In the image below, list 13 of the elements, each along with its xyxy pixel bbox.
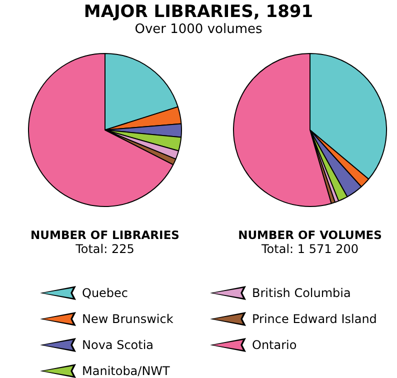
slice-label: NUMBER OF LIBRARIES (30, 228, 180, 242)
legend-label: British Columbia (252, 286, 351, 300)
text: Total: 1 571 200 (260, 242, 360, 256)
legend-label: Nova Scotia (82, 338, 154, 352)
text: Total: 225 (74, 242, 136, 256)
legend-label: Ontario (252, 338, 297, 352)
slice-label: NUMBER OF VOLUMES (237, 228, 383, 242)
chart-title: MAJOR LIBRARIES, 1891 (82, 2, 314, 22)
chart-subtitle: Over 1000 volumes (134, 22, 264, 37)
legend-label: Manitoba/NWT (82, 364, 170, 378)
legend-label: Prince Edward Island (252, 312, 377, 326)
legend-label: Quebec (82, 286, 128, 300)
legend-label: New Brunswick (82, 312, 174, 326)
